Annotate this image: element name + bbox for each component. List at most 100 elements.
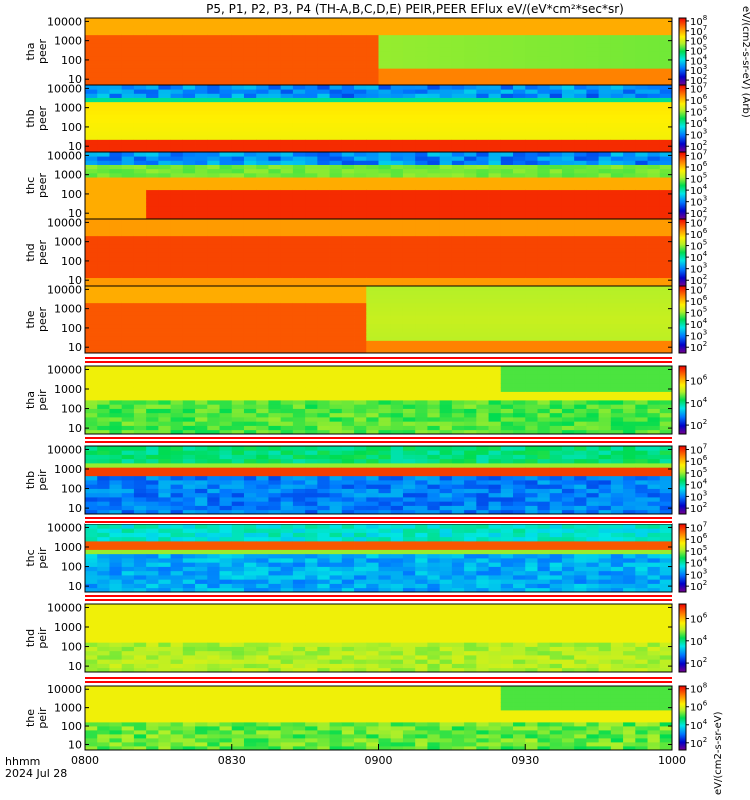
heat-cell	[170, 64, 184, 69]
heat-cell	[561, 366, 575, 371]
heat-cell	[561, 260, 575, 266]
heat-cell	[464, 143, 477, 149]
heat-cell	[133, 143, 147, 149]
heat-cell	[659, 315, 673, 320]
heat-cell	[341, 336, 355, 341]
heat-cell	[256, 122, 269, 128]
heat-cell	[574, 34, 587, 40]
heat-cell	[561, 395, 575, 401]
heat-cell	[256, 383, 269, 388]
heat-cell	[85, 327, 98, 333]
heat-cell	[231, 231, 245, 237]
heat-cell	[623, 395, 636, 401]
heat-cell	[109, 114, 123, 119]
heat-cell	[427, 147, 441, 153]
heat-cell	[195, 210, 208, 216]
heat-cell	[500, 105, 514, 111]
heat-cell	[635, 147, 648, 153]
heat-cell	[378, 131, 392, 136]
heat-cell	[329, 89, 343, 94]
heat-cell	[451, 412, 465, 418]
heat-cell	[133, 336, 147, 341]
heat-cell	[97, 302, 110, 308]
heat-cell	[488, 323, 502, 329]
heat-cell	[207, 177, 220, 182]
heat-cell	[390, 235, 404, 241]
heat-cell	[207, 34, 220, 40]
heat-cell	[207, 256, 220, 262]
heat-cell	[354, 139, 367, 145]
heat-cell	[243, 248, 257, 253]
heat-cell	[610, 248, 624, 253]
heat-cell	[525, 290, 538, 295]
heat-cell	[97, 235, 110, 241]
heat-cell	[207, 387, 220, 392]
heat-cell	[146, 306, 159, 312]
heat-cell	[366, 425, 379, 431]
heat-cell	[610, 126, 624, 132]
heat-cell	[586, 210, 600, 216]
heat-cell	[537, 395, 551, 401]
heat-cell	[574, 387, 587, 392]
heat-cell	[158, 294, 172, 299]
heat-cell	[427, 332, 441, 337]
heat-cell	[182, 471, 196, 477]
heat-cell	[207, 454, 220, 460]
heat-cell	[525, 306, 538, 312]
heat-cell	[329, 18, 343, 23]
heat-cell	[366, 164, 379, 170]
heat-cell	[402, 400, 416, 405]
heat-cell	[439, 344, 453, 350]
heat-cell	[439, 143, 453, 149]
heat-cell	[133, 227, 147, 232]
heat-cell	[256, 311, 269, 316]
heat-cell	[525, 412, 538, 418]
heat-cell	[635, 68, 648, 73]
heat-cell	[451, 336, 465, 341]
heat-cell	[305, 404, 318, 409]
heat-cell	[427, 323, 441, 329]
heat-cell	[476, 143, 489, 149]
heat-cell	[219, 277, 233, 283]
heat-cell	[402, 97, 416, 103]
heat-cell	[415, 244, 428, 249]
heat-cell	[170, 72, 184, 78]
heat-cell	[231, 248, 245, 253]
heat-cell	[231, 281, 245, 287]
heat-cell	[513, 85, 526, 90]
heat-cell	[598, 219, 612, 224]
heat-cell	[525, 374, 538, 380]
heat-cell	[402, 265, 416, 270]
heat-cell	[219, 76, 233, 82]
heat-cell	[317, 298, 330, 304]
heat-cell	[317, 412, 330, 418]
heat-cell	[268, 181, 282, 186]
heat-cell	[659, 198, 673, 203]
heat-cell	[415, 193, 428, 199]
heat-cell	[390, 281, 404, 287]
heat-cell	[525, 18, 538, 23]
heat-cell	[207, 484, 220, 489]
heat-cell	[378, 231, 392, 237]
heat-cell	[109, 85, 123, 90]
heat-cell	[243, 239, 257, 245]
heat-cell	[537, 47, 551, 52]
heat-cell	[97, 76, 110, 82]
heat-cell	[158, 336, 172, 341]
heat-cell	[121, 306, 135, 312]
heat-cell	[317, 177, 330, 182]
heat-cell	[341, 344, 355, 350]
heat-cell	[133, 223, 147, 228]
heat-cell	[305, 110, 318, 115]
heat-cell	[341, 306, 355, 312]
heat-cell	[109, 30, 123, 36]
heat-cell	[256, 302, 269, 308]
heat-cell	[476, 30, 489, 36]
heat-cell	[305, 101, 318, 107]
heat-cell	[219, 256, 233, 262]
heat-cell	[85, 122, 98, 128]
heat-cell	[390, 193, 404, 199]
heat-cell	[280, 68, 294, 73]
heat-cell	[647, 160, 661, 165]
heat-cell	[317, 26, 330, 31]
